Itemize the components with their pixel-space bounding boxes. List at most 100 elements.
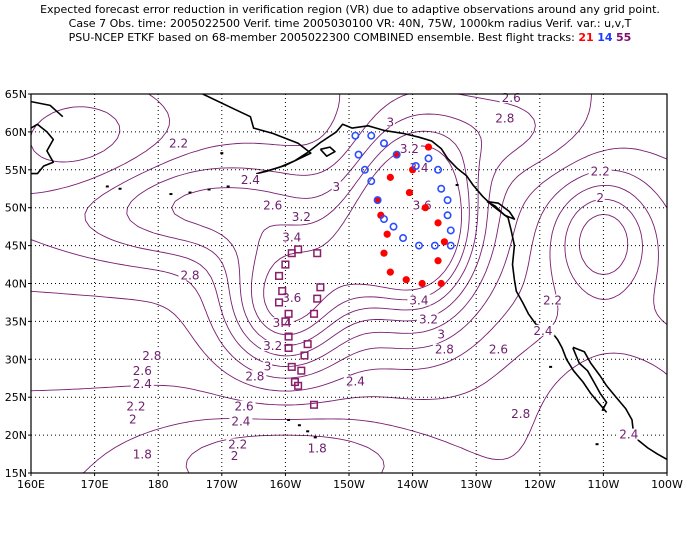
blue-track-point	[446, 241, 455, 250]
lat-tick-label: 40N	[5, 278, 27, 291]
contour-label: 2.8	[511, 407, 530, 421]
lon-tick-label: 100W	[651, 478, 683, 491]
figure-title-line2: Case 7 Obs. time: 2005022500 Verif. time…	[68, 17, 632, 30]
contour-label-bg	[385, 116, 395, 128]
contour-label-bg	[230, 449, 240, 461]
red-track-point	[440, 238, 448, 246]
contour-label: 3.6	[282, 291, 301, 305]
purple-track-point	[309, 309, 319, 318]
purple-track-point	[278, 287, 287, 296]
blue-track-point	[360, 165, 369, 174]
contour-label-bg	[243, 370, 267, 382]
contour-label: 2.6	[133, 364, 152, 378]
contour-label-bg	[499, 92, 523, 104]
island	[226, 185, 230, 188]
red-track-point	[434, 257, 442, 265]
lat-tick-label: 55N	[5, 164, 27, 177]
purple-track-point	[297, 366, 306, 375]
blue-track-point	[379, 139, 388, 148]
lat-tick-label: 60N	[5, 126, 27, 139]
purple-track-point	[287, 362, 296, 371]
island	[455, 183, 459, 186]
blue-track-point	[424, 154, 433, 163]
red-track-point	[386, 268, 394, 276]
contour-label: 2.8	[180, 268, 199, 282]
red-track-point	[405, 188, 414, 197]
contour-label-bg	[238, 173, 262, 185]
blue-track-point	[443, 211, 452, 220]
contour-label: 3.2	[263, 339, 282, 353]
contour-label-bg	[280, 231, 304, 243]
lon-tick-label: 120W	[524, 478, 556, 491]
blue-track-count: 14	[597, 31, 613, 44]
coastline	[319, 146, 336, 157]
contour-label-bg	[167, 137, 191, 149]
coastline	[572, 346, 667, 461]
island	[287, 418, 291, 421]
red-track-point	[418, 279, 426, 288]
grid-lines	[31, 94, 667, 473]
blue-track-point	[446, 226, 455, 235]
contour-label-bg	[595, 192, 605, 204]
contour-label: 3.4	[409, 293, 428, 307]
contour-lines	[31, 94, 667, 473]
contour-label-bg	[130, 364, 154, 376]
coastline	[486, 200, 516, 220]
island	[118, 187, 122, 190]
lon-tick-label: 110W	[587, 478, 619, 491]
contour-line	[185, 213, 629, 473]
contour-label-bg	[226, 438, 250, 450]
contour-label-bg	[588, 165, 612, 177]
contour-line	[250, 130, 470, 336]
lon-tick-label: 160E	[17, 478, 45, 491]
contour-line	[31, 106, 667, 392]
coastline	[31, 100, 64, 118]
contour-label-bg	[331, 180, 341, 192]
contour-label: 1.8	[308, 441, 327, 455]
blue-track-point	[351, 131, 360, 140]
lat-tick-label: 20N	[5, 429, 27, 442]
blue-track-point	[379, 215, 388, 224]
purple-track-point	[309, 400, 319, 409]
contour-label-bg	[486, 343, 510, 355]
contour-label-bg	[229, 415, 253, 427]
contour-label-bg	[140, 349, 164, 361]
island	[207, 188, 211, 191]
purple-track-point	[281, 317, 290, 326]
contour-label: 2.6	[235, 400, 254, 414]
lon-tick-label: 130W	[460, 478, 492, 491]
contour-label: 2.2	[169, 137, 188, 151]
red-track-point	[380, 249, 388, 257]
purple-track-point	[313, 294, 322, 303]
purple-track-point	[284, 343, 293, 352]
blue-track-point	[443, 196, 452, 205]
contour-label: 2.6	[502, 91, 521, 105]
blue-track-point	[354, 150, 363, 159]
island	[297, 424, 301, 427]
lat-tick-label: 50N	[5, 202, 27, 215]
blue-track-point	[392, 150, 401, 159]
island	[595, 443, 599, 446]
red-track-point	[402, 276, 410, 284]
blue-track-point	[434, 165, 443, 174]
contour-label: 3	[264, 359, 272, 373]
contour-label-bg	[289, 211, 313, 223]
contour-label: 2	[231, 449, 239, 463]
contour-label-bg	[410, 199, 434, 211]
contour-line	[31, 184, 667, 406]
lon-tick-label: 180	[148, 478, 169, 491]
contour-label-bg	[541, 294, 565, 306]
contour-label-bg	[509, 408, 533, 420]
blue-track-point	[399, 234, 408, 243]
red-track-count: 21	[578, 31, 594, 44]
contour-label-bg	[397, 142, 421, 154]
purple-track-point	[287, 249, 296, 258]
purple-track-point	[274, 271, 284, 280]
purple-track-point	[300, 351, 309, 360]
red-track-point	[386, 173, 394, 181]
contour-label: 2.8	[495, 112, 514, 126]
figure-title-line3: PSU-NCEP ETKF based on 68-member 2005022…	[0, 31, 700, 45]
contour-label: 2.2	[126, 400, 145, 414]
